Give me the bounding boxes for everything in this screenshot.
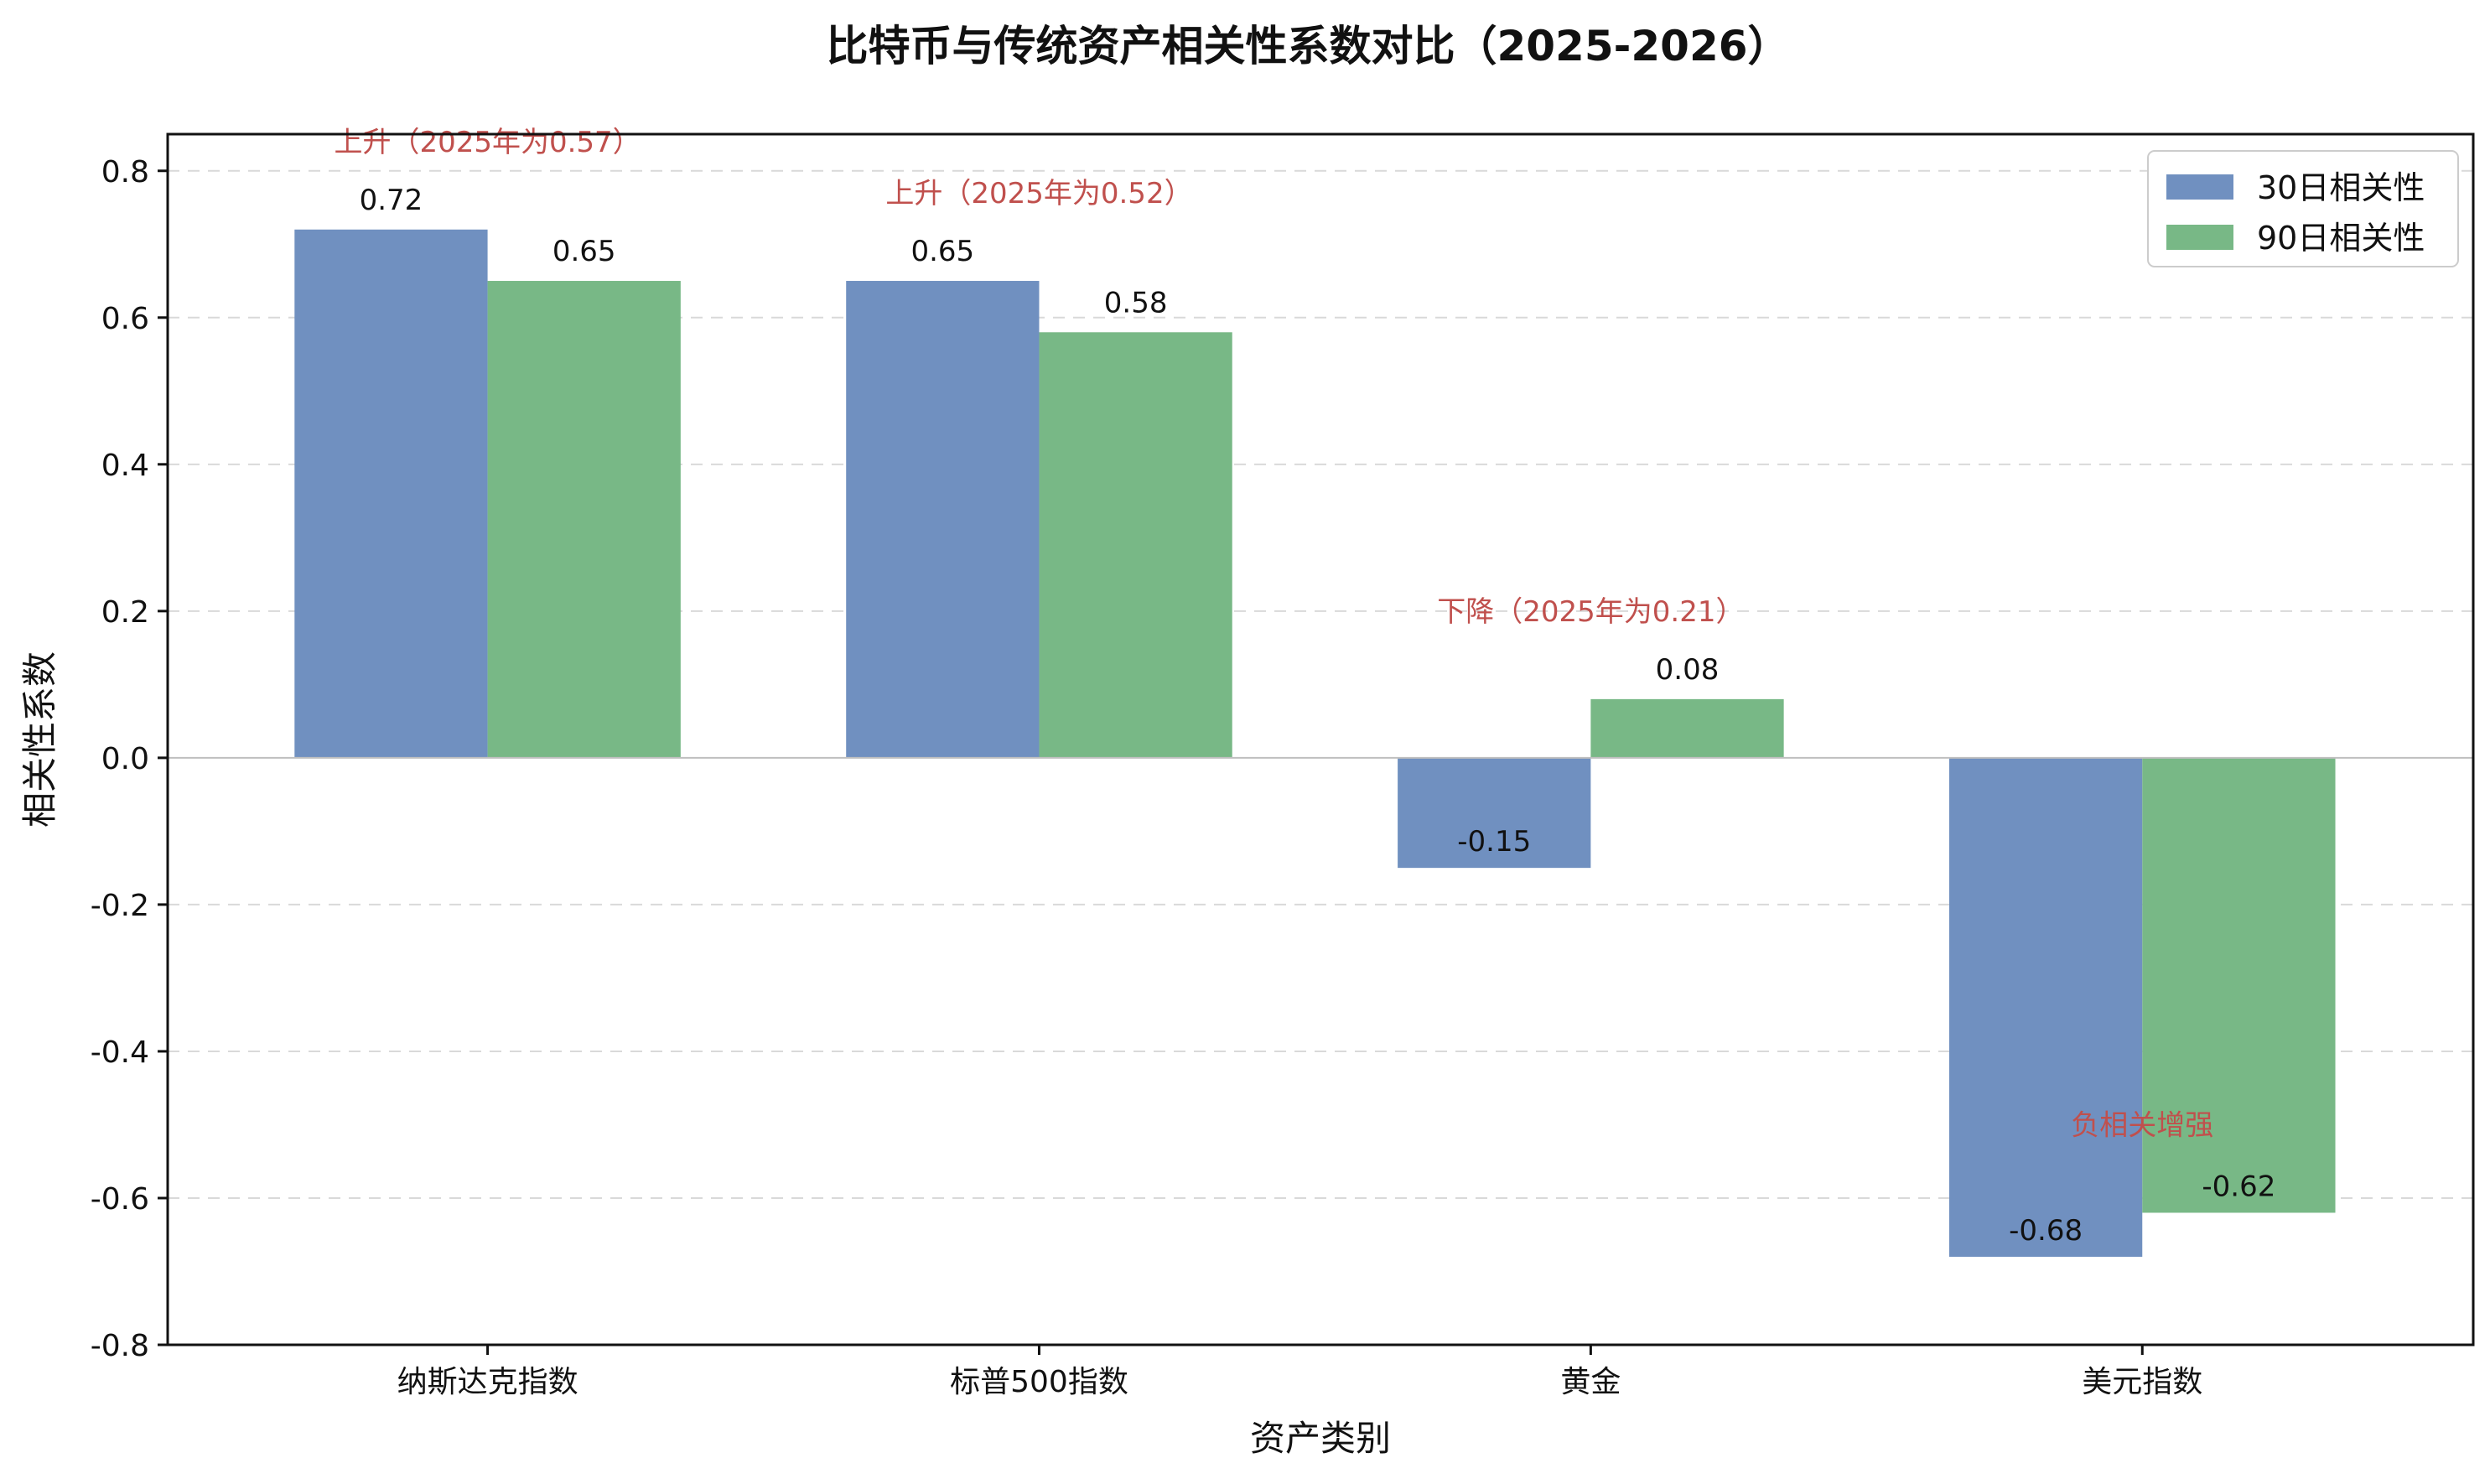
bar-30d [1398, 757, 1591, 869]
data-label: 0.72 [360, 184, 423, 217]
y-tick-label: -0.4 [91, 1035, 149, 1070]
annotation-text: 上升（2025年为0.57） [334, 126, 641, 159]
bar-90d [2142, 757, 2336, 1213]
y-tick-label: 0.6 [101, 302, 149, 336]
chart-title: 比特币与传统资产相关性系数对比（2025-2026） [826, 22, 1789, 70]
data-label: -0.62 [2202, 1170, 2275, 1203]
plot-frame [166, 132, 2475, 1346]
data-label: 0.65 [910, 235, 974, 268]
y-axis-ticks: -0.8 -0.6 -0.4 -0.2 0.0 0.2 0.4 0.6 0.8 [91, 155, 168, 1363]
y-tick-label: 0.2 [101, 595, 149, 630]
x-tick-label: 黄金 [1560, 1365, 1621, 1399]
legend: 30日相关性 90日相关性 [2147, 150, 2459, 267]
data-labels: 0.72 0.65 -0.15 -0.68 0.65 0.58 0.08 -0.62 [360, 184, 2276, 1248]
bar-30d [1949, 757, 2143, 1257]
y-tick-label: -0.6 [91, 1182, 149, 1217]
annotations: 上升（2025年为0.57） 上升（2025年为0.52） 下降（2025年为0.2… [334, 126, 2213, 1143]
data-label: -0.15 [1457, 825, 1531, 859]
data-label: 0.65 [552, 235, 616, 268]
legend-swatch-30d [2166, 174, 2233, 200]
y-tick-label: 0.8 [101, 155, 149, 189]
annotation-text: 下降（2025年为0.21） [1437, 595, 1744, 629]
y-tick-label: 0.4 [101, 449, 149, 483]
data-label: 0.58 [1104, 286, 1168, 319]
bar-30d [846, 281, 1040, 758]
x-tick-label: 标普500指数 [950, 1365, 1128, 1399]
x-axis-ticks: 纳斯达克指数 标普500指数 黄金 美元指数 [397, 1345, 2202, 1399]
data-label: -0.68 [2009, 1214, 2083, 1248]
legend-swatch-90d [2166, 225, 2233, 250]
data-label: 0.08 [1656, 653, 1720, 687]
legend-label-90d: 90日相关性 [2257, 220, 2425, 257]
y-axis-label: 相关性系数 [19, 651, 60, 828]
annotation-text: 负相关增强 [2071, 1108, 2213, 1142]
y-tick-label: -0.2 [91, 889, 149, 923]
bar-90d [487, 281, 681, 758]
bar-90d [1039, 332, 1232, 758]
bars [294, 229, 2336, 1257]
x-tick-label: 美元指数 [2082, 1365, 2202, 1399]
bar-30d [294, 229, 488, 758]
x-axis-label: 资产类别 [1250, 1418, 1391, 1459]
bar-90d [1590, 698, 1784, 758]
x-tick-label: 纳斯达克指数 [397, 1365, 578, 1399]
annotation-text: 上升（2025年为0.52） [885, 177, 1192, 210]
legend-label-30d: 30日相关性 [2257, 169, 2425, 206]
y-tick-label: -0.8 [91, 1329, 149, 1363]
y-tick-label: 0.0 [101, 742, 149, 776]
